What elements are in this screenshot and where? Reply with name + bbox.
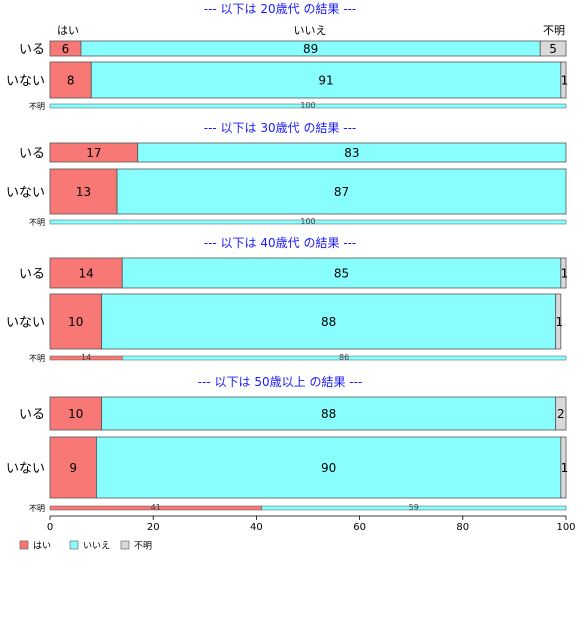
legend-swatch-yes: [19, 540, 29, 550]
bar-segment-no: [121, 257, 562, 289]
row-label: いない: [6, 462, 45, 477]
x-tick-label: 0: [47, 522, 53, 533]
row-label: 不明: [29, 102, 45, 111]
data-label: 91: [318, 74, 333, 88]
x-tick-label: 40: [250, 522, 263, 533]
row-label: いる: [19, 43, 45, 58]
data-label: 14: [81, 353, 91, 362]
bar-segment-no: [90, 61, 562, 99]
data-label: 5: [549, 42, 557, 56]
data-label: 85: [334, 267, 349, 281]
legend-swatch-unknown: [120, 540, 130, 550]
row-label: 不明: [29, 504, 45, 513]
x-tick-label: 20: [147, 522, 160, 533]
legend-label-yes: はい: [33, 541, 51, 552]
bar-segment-yes: [49, 436, 97, 499]
bar-segment-no: [261, 505, 567, 511]
data-label: 88: [321, 407, 336, 421]
data-label: 100: [300, 217, 315, 226]
bar-segment-unknown: [560, 61, 567, 99]
data-label: 83: [344, 146, 359, 160]
category-label-unknown: 不明: [543, 24, 565, 37]
data-label: 41: [151, 503, 161, 512]
bar-segment-no: [96, 436, 562, 499]
row-label: 不明: [29, 354, 45, 363]
data-label: 59: [409, 503, 419, 512]
data-label: 2: [557, 407, 565, 421]
row-label: いる: [19, 147, 45, 162]
x-tick-label: 60: [353, 522, 366, 533]
bar-segment-unknown: [560, 257, 567, 289]
bar-segment-unknown: [555, 396, 567, 431]
bar-segment-no: [49, 103, 567, 109]
data-label: 9: [69, 461, 77, 475]
row-label: いない: [6, 74, 45, 89]
bar-segment-no: [137, 142, 567, 163]
data-label: 10: [68, 407, 83, 421]
x-tick-label: 80: [456, 522, 469, 533]
bar-segment-no: [101, 293, 557, 350]
row-label: 不明: [29, 218, 45, 227]
bar-segment-unknown: [560, 436, 567, 499]
data-label: 10: [68, 315, 83, 329]
category-label-no: いいえ: [294, 24, 327, 37]
data-label: 14: [78, 267, 93, 281]
panel-title: --- 以下は 30歳代 の結果 ---: [204, 121, 357, 135]
data-label: 1: [561, 267, 569, 281]
row-label: いない: [6, 186, 45, 201]
data-label: 1: [561, 461, 569, 475]
x-tick-label: 100: [556, 522, 575, 533]
bar-segment-no: [49, 219, 567, 225]
data-label: 6: [62, 42, 70, 56]
bar-segment-no: [101, 396, 557, 431]
data-label: 100: [300, 101, 315, 110]
bar-segment-yes: [49, 293, 102, 350]
row-label: いない: [6, 316, 45, 331]
panel-title: --- 以下は 20歳代 の結果 ---: [204, 2, 357, 16]
data-label: 13: [76, 185, 91, 199]
data-label: 89: [303, 42, 318, 56]
data-label: 86: [339, 353, 349, 362]
row-label: いる: [19, 408, 45, 423]
legend-label-unknown: 不明: [134, 541, 152, 552]
data-label: 17: [86, 146, 101, 160]
data-label: 90: [321, 461, 336, 475]
panel-title: --- 以下は 40歳代 の結果 ---: [204, 236, 357, 250]
data-label: 1: [561, 74, 569, 88]
data-label: 87: [334, 185, 349, 199]
bar-segment-unknown: [555, 293, 562, 350]
panel-title: --- 以下は 50歳以上 の結果 ---: [198, 375, 363, 389]
row-label: いる: [19, 267, 45, 282]
bar-segment-unknown: [539, 40, 567, 57]
legend-swatch-no: [69, 540, 79, 550]
data-label: 1: [555, 315, 563, 329]
data-label: 88: [321, 315, 336, 329]
bar-segment-no: [121, 355, 567, 361]
bar-segment-no: [116, 168, 567, 215]
legend-label-no: いいえ: [83, 541, 110, 552]
category-label-yes: はい: [57, 24, 79, 37]
data-label: 8: [67, 74, 75, 88]
